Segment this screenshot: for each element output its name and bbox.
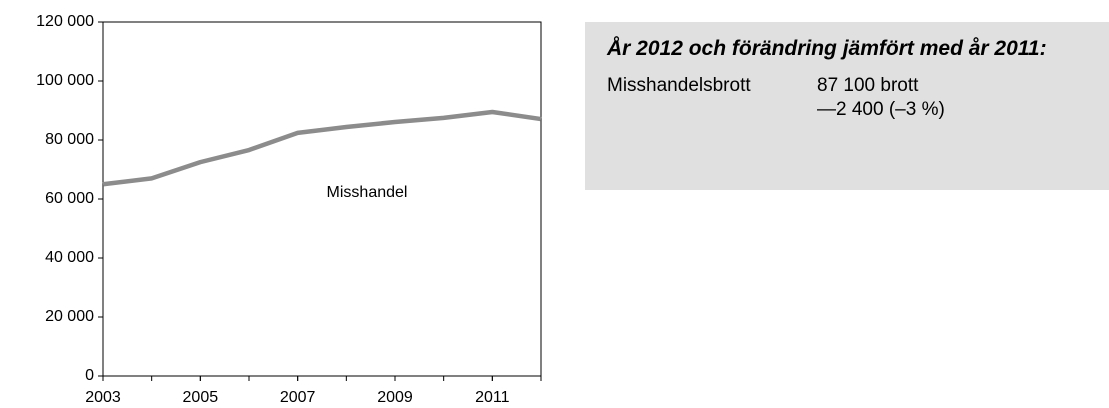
x-tick-label: 2005: [183, 389, 219, 406]
x-tick-label: 2009: [377, 389, 413, 406]
series-label: Misshandel: [327, 184, 408, 201]
plot-frame: [102, 21, 542, 377]
y-tick-label: 120 000: [36, 13, 94, 30]
info-line: 87 100 brott: [817, 75, 919, 96]
y-tick-label: 0: [85, 367, 94, 384]
x-tick-label: 2007: [280, 389, 316, 406]
line-series: [102, 109, 542, 187]
info-row: Misshandelsbrott 87 100 brott —2 400 (–3…: [607, 74, 1087, 122]
x-tick-label: 2003: [85, 389, 121, 406]
info-box: År 2012 och förändring jämfört med år 20…: [585, 22, 1109, 190]
y-tick-label: 20 000: [45, 308, 94, 325]
info-values: 87 100 brott —2 400 (–3 %): [817, 74, 945, 122]
info-line: —2 400 (–3 %): [817, 99, 945, 120]
chart: 0 20 000 40 000 60 000 80 000 100 000 120 000 2…: [36, 13, 542, 406]
x-tick-label: 2011: [475, 389, 510, 406]
y-tick-label: 100 000: [36, 72, 94, 89]
y-tick-label: 80 000: [45, 131, 94, 148]
y-tick-label: 60 000: [45, 190, 94, 207]
info-label: Misshandelsbrott: [607, 75, 751, 96]
y-tick-label: 40 000: [45, 249, 94, 266]
info-title: År 2012 och förändring jämfört med år 20…: [607, 37, 1047, 60]
